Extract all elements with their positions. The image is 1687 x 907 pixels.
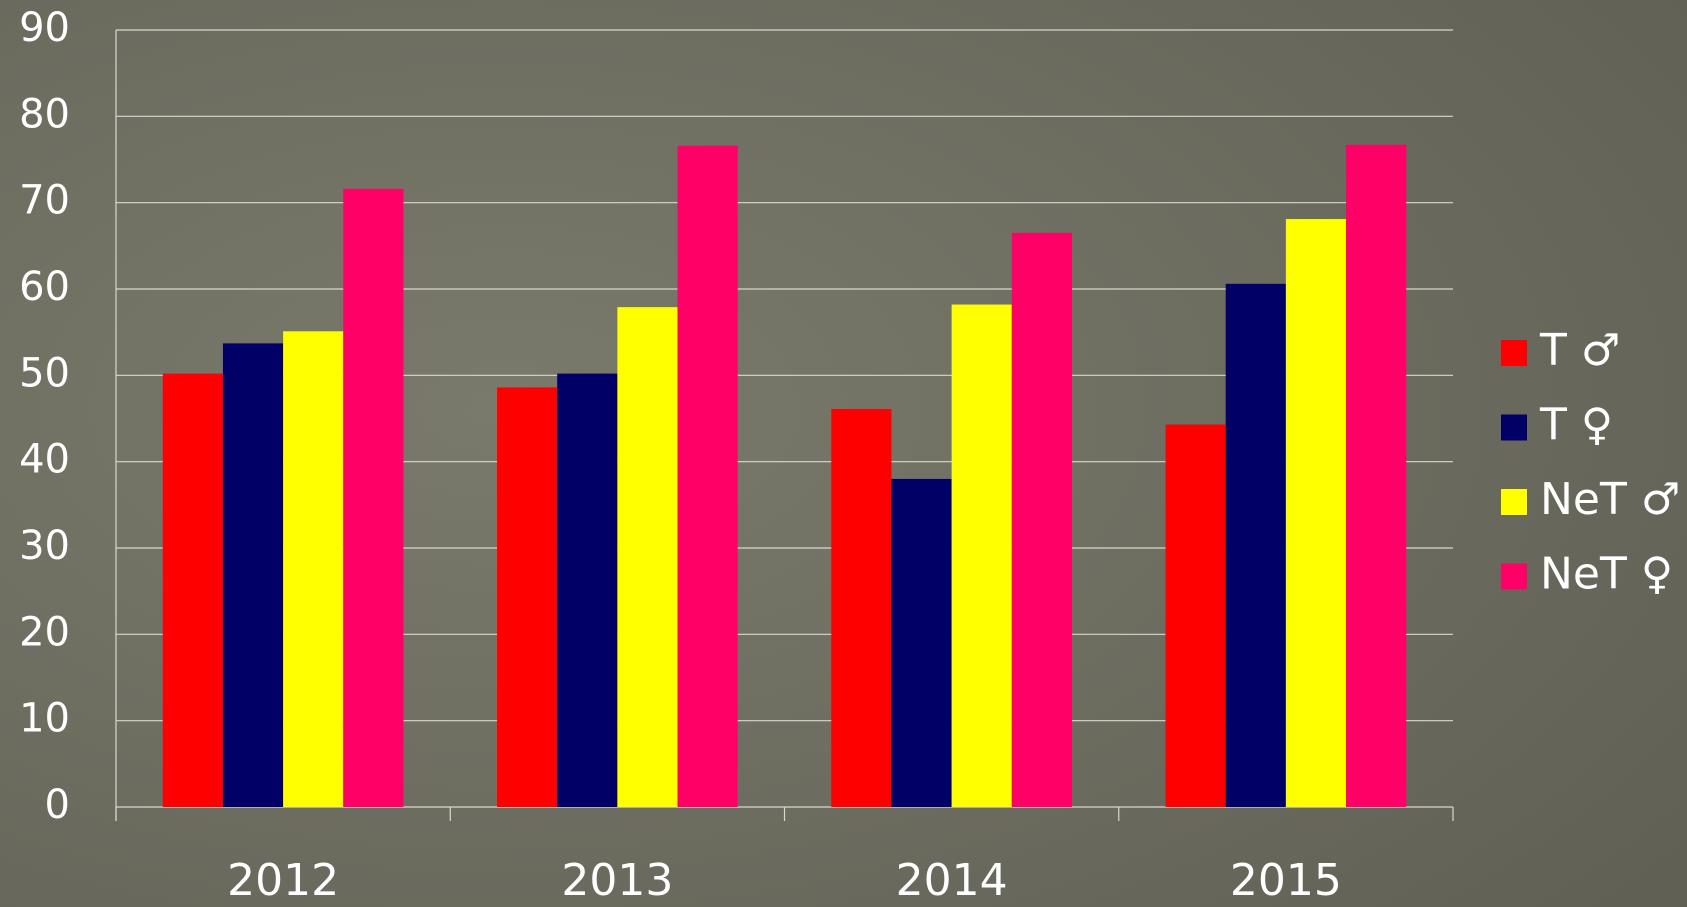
y-tick-label: 50 (19, 350, 70, 396)
chart: 0 10 20 30 40 50 60 70 80 90 2012 2013 2014 2015 T ♂ T … (0, 0, 1687, 907)
bar (497, 387, 557, 807)
bar (283, 331, 343, 807)
bar (1346, 145, 1406, 807)
x-tick-label: 2013 (561, 855, 673, 906)
legend-label: NeT ♀ (1540, 549, 1673, 600)
bar (678, 146, 738, 807)
legend-label: T ♀ (1539, 400, 1613, 451)
y-tick-label: 90 (19, 5, 70, 51)
legend-label: T ♂ (1539, 325, 1620, 376)
legend-swatch (1501, 415, 1527, 441)
y-tick-label: 60 (19, 264, 70, 310)
bar (1286, 219, 1346, 807)
bar (1166, 425, 1226, 807)
bar (1226, 284, 1286, 807)
bar (891, 479, 951, 807)
y-tick-label: 80 (19, 91, 70, 137)
legend-swatch (1501, 489, 1527, 515)
x-tick-label: 2014 (896, 855, 1008, 906)
x-tick-label: 2012 (227, 855, 339, 906)
y-tick-label: 20 (19, 609, 70, 655)
legend-label: NeT ♂ (1540, 474, 1680, 525)
x-tick-label: 2015 (1230, 855, 1342, 906)
bar (1012, 233, 1072, 807)
legend-swatch (1501, 340, 1527, 366)
y-tick-label: 10 (19, 696, 70, 742)
bar (223, 343, 283, 807)
y-tick-label: 0 (45, 782, 70, 828)
bar (343, 189, 403, 807)
bar (557, 374, 617, 807)
bar (163, 374, 223, 807)
bar (831, 409, 891, 807)
bar (617, 307, 677, 807)
y-tick-label: 40 (19, 437, 70, 483)
legend-swatch (1501, 564, 1527, 590)
y-tick-label: 70 (19, 178, 70, 224)
page: 0 10 20 30 40 50 60 70 80 90 2012 2013 2014 2015 T ♂ T … (0, 0, 1687, 907)
bar (952, 305, 1012, 807)
y-tick-label: 30 (19, 523, 70, 569)
